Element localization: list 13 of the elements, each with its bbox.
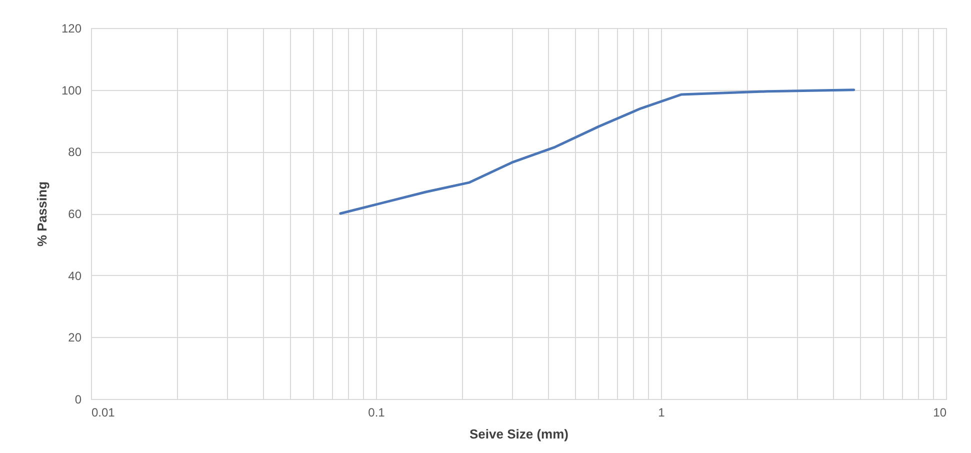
x-tick-label: 1 <box>658 406 666 420</box>
x-tick-label: 0.01 <box>92 406 116 420</box>
y-tick-label: 100 <box>61 83 82 98</box>
y-tick-label: 20 <box>68 330 82 345</box>
y-tick-label: 120 <box>61 22 82 36</box>
x-axis-title: Seive Size (mm) <box>470 426 568 442</box>
y-tick-label: 0 <box>74 392 82 406</box>
y-tick-label: 60 <box>68 207 82 221</box>
x-tick-label: 10 <box>933 406 947 420</box>
x-tick-label: 0.1 <box>368 406 386 420</box>
y-tick-label: 80 <box>68 145 82 160</box>
y-axis-title: % Passing <box>34 181 50 247</box>
y-tick-label: 40 <box>68 268 82 283</box>
